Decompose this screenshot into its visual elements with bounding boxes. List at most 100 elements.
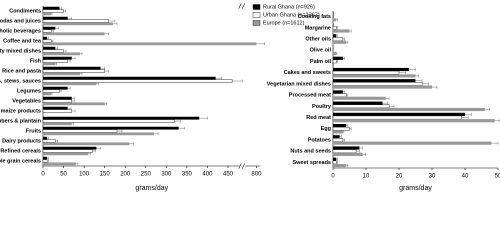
error-bar xyxy=(422,82,429,86)
bar xyxy=(332,160,337,165)
bar xyxy=(333,79,416,83)
error-bar xyxy=(100,66,105,70)
bar xyxy=(43,36,48,40)
error-bar xyxy=(336,157,338,161)
bar xyxy=(43,22,113,26)
bar xyxy=(333,96,386,100)
bar xyxy=(43,126,179,130)
y-tick-label: Potatoes xyxy=(308,137,331,143)
y-tick-label: Vegetables xyxy=(12,98,41,104)
bar xyxy=(333,34,337,38)
bar xyxy=(42,9,64,13)
error-bar xyxy=(104,102,107,106)
error-bar xyxy=(399,71,406,75)
bar xyxy=(333,163,347,168)
error-bar xyxy=(51,39,54,43)
bar xyxy=(332,26,337,30)
bar xyxy=(333,112,465,116)
bar xyxy=(43,102,105,106)
y-tick-label: Fermented maize products xyxy=(0,108,41,114)
error-bar xyxy=(232,79,243,83)
error-bar xyxy=(112,22,118,26)
chart: 0 50 100 150 200 250 300 350 400 450 800grams/dayC… xyxy=(0,3,500,192)
error-bar xyxy=(71,56,76,60)
x-tick-label: 450 xyxy=(223,172,234,178)
bar xyxy=(333,123,347,128)
error-bar xyxy=(333,23,334,27)
bar xyxy=(333,107,485,112)
error-bar xyxy=(349,29,352,33)
error-bar xyxy=(339,135,342,139)
bar xyxy=(42,139,56,143)
error-bar xyxy=(51,29,54,33)
x-tick-label: 50 xyxy=(60,172,67,178)
error-bar xyxy=(465,112,472,116)
error-bar xyxy=(382,101,388,105)
bar xyxy=(43,62,56,66)
error-bar xyxy=(385,96,390,100)
error-bar xyxy=(415,74,419,78)
error-bar xyxy=(67,86,71,90)
y-tick-label: Cooking fats xyxy=(298,14,331,20)
y-tick-label: Whole grain cereals xyxy=(0,158,41,164)
bar xyxy=(42,159,48,163)
bar xyxy=(333,74,416,78)
bar xyxy=(333,51,337,56)
axis-break-mark xyxy=(241,3,245,9)
bar xyxy=(332,104,390,109)
x-tick-label: 30 xyxy=(429,174,436,180)
y-tick-label: Vegetable soups, stews, sauces xyxy=(0,78,41,84)
bar xyxy=(332,82,423,86)
bar xyxy=(43,42,257,46)
y-tick-label: Legumes xyxy=(17,88,41,94)
legend-swatch xyxy=(252,4,261,10)
error-bar xyxy=(71,122,74,126)
y-tick-label: Red meat xyxy=(306,115,331,121)
error-bar xyxy=(342,138,345,142)
error-bar xyxy=(104,69,109,73)
bar xyxy=(333,40,347,44)
bar xyxy=(42,149,93,153)
bar xyxy=(42,19,109,23)
y-tick-label: Olive oil xyxy=(310,48,332,54)
error-bar xyxy=(342,37,345,41)
y-tick-label: Cakes and sweets xyxy=(284,70,331,76)
bar xyxy=(332,93,347,97)
error-bar xyxy=(55,62,57,66)
bar xyxy=(43,16,68,20)
bar xyxy=(332,126,350,131)
error-bar xyxy=(199,116,208,120)
x-tick-label: 100 xyxy=(79,172,90,178)
bar xyxy=(43,106,68,110)
y-tick-label: Nuts and seeds xyxy=(290,149,331,155)
y-tick-label: Alcoholic beverages xyxy=(0,28,41,34)
error-bar xyxy=(63,49,67,53)
y-tick-label: Sweet spreads xyxy=(292,160,331,166)
bar xyxy=(43,152,89,156)
axis-break xyxy=(239,163,246,169)
error-bar xyxy=(333,15,334,19)
axis-break-mark xyxy=(238,163,242,169)
x-tick-label: 40 xyxy=(462,174,469,180)
y-tick-label: Other oils xyxy=(305,36,331,42)
error-bar xyxy=(117,129,123,133)
bar xyxy=(43,86,68,90)
bar xyxy=(43,26,56,30)
x-tick-label: 0 xyxy=(331,174,335,180)
legend-label: Urban Ghana (n=1367) xyxy=(263,12,320,18)
x-tick-label: 300 xyxy=(161,172,172,178)
error-bar xyxy=(178,126,186,130)
error-bar xyxy=(59,89,62,93)
bar xyxy=(332,70,400,75)
y-tick-label: Condiments xyxy=(9,8,41,14)
bar xyxy=(42,109,72,113)
y-tick-label: Coffee and tea xyxy=(3,38,42,44)
error-bar xyxy=(494,119,500,123)
y-tick-label: Sodas and juices xyxy=(0,18,41,24)
error-bar xyxy=(215,76,223,80)
x-tick-label: 20 xyxy=(396,174,403,180)
bar xyxy=(43,116,200,120)
y-tick-label: Rice and pasta xyxy=(2,68,42,74)
y-tick-label: Palm oil xyxy=(310,59,332,65)
bar xyxy=(332,115,462,120)
